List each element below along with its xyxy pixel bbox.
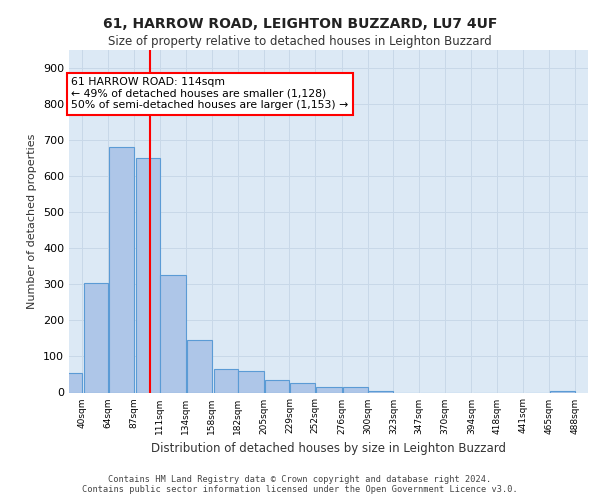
- Text: Size of property relative to detached houses in Leighton Buzzard: Size of property relative to detached ho…: [108, 35, 492, 48]
- Bar: [316, 387, 341, 392]
- X-axis label: Distribution of detached houses by size in Leighton Buzzard: Distribution of detached houses by size …: [151, 442, 506, 455]
- Bar: [57, 372, 82, 392]
- Bar: [550, 390, 575, 392]
- Bar: [265, 380, 289, 392]
- Y-axis label: Number of detached properties: Number of detached properties: [28, 134, 37, 309]
- Bar: [84, 282, 108, 393]
- Text: Contains HM Land Registry data © Crown copyright and database right 2024.
Contai: Contains HM Land Registry data © Crown c…: [82, 474, 518, 494]
- Bar: [160, 276, 185, 392]
- Bar: [214, 369, 238, 392]
- Bar: [343, 387, 368, 392]
- Bar: [109, 148, 134, 392]
- Text: 61 HARROW ROAD: 114sqm
← 49% of detached houses are smaller (1,128)
50% of semi-: 61 HARROW ROAD: 114sqm ← 49% of detached…: [71, 77, 349, 110]
- Bar: [136, 158, 160, 392]
- Bar: [187, 340, 212, 392]
- Bar: [238, 371, 263, 392]
- Bar: [290, 384, 316, 392]
- Text: 61, HARROW ROAD, LEIGHTON BUZZARD, LU7 4UF: 61, HARROW ROAD, LEIGHTON BUZZARD, LU7 4…: [103, 18, 497, 32]
- Bar: [368, 390, 394, 392]
